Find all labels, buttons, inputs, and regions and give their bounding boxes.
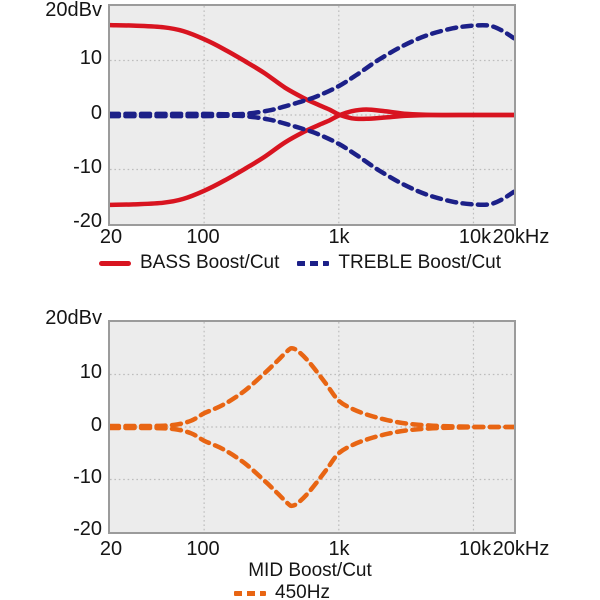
legend-label-treble: TREBLE Boost/Cut	[338, 252, 502, 273]
y-tick-n10: -10	[73, 156, 102, 178]
y-tick-n20: -20	[73, 210, 102, 232]
y-axis-unit-label: 20dBv	[45, 0, 102, 21]
treble-line-swatch-icon	[297, 260, 330, 266]
legend-item-treble: TREBLE Boost/Cut	[297, 252, 501, 274]
x-tick-1k: 1k	[328, 226, 350, 248]
x-tick-10k: 10k	[458, 226, 492, 248]
y-tick-0: 0	[90, 102, 102, 124]
y-axis-unit-label: 20dBv	[45, 307, 102, 329]
x-tick-20: 20	[99, 538, 123, 560]
mid-chart-title: MID Boost/Cut	[248, 560, 372, 581]
x-tick-10k: 10k	[458, 538, 492, 560]
bass-line-swatch-icon	[98, 260, 131, 266]
x-tick-20khz: 20kHz	[492, 226, 550, 248]
legend-label-mid: 450Hz	[275, 582, 330, 600]
mid-plot-area	[108, 320, 516, 534]
bass-treble-chart: 20dBv 10 0 -10 -20 20 100 1k 10k 20kHz B…	[0, 0, 600, 290]
y-tick-10: 10	[79, 361, 102, 383]
legend-item-bass: BASS Boost/Cut	[98, 252, 280, 274]
mid-chart: 20dBv 10 0 -10 -20 20 100 1k 10k 20kHz M…	[0, 300, 600, 600]
y-tick-0: 0	[90, 414, 102, 436]
x-tick-20khz: 20kHz	[492, 538, 550, 560]
legend-label-bass: BASS Boost/Cut	[139, 252, 280, 273]
x-tick-100: 100	[186, 538, 220, 560]
y-tick-10: 10	[79, 47, 102, 69]
y-tick-n10: -10	[73, 466, 102, 488]
bass-treble-legend: BASS Boost/Cut TREBLE Boost/Cut	[0, 250, 600, 276]
x-tick-1k: 1k	[328, 538, 350, 560]
x-tick-100: 100	[186, 226, 220, 248]
mid-line-swatch-icon	[234, 590, 267, 596]
legend-item-mid: 450Hz	[234, 582, 330, 600]
bass-treble-plot-area	[108, 4, 516, 226]
mid-legend: 450Hz	[80, 580, 484, 600]
x-tick-20: 20	[99, 226, 123, 248]
y-tick-n20: -20	[73, 518, 102, 540]
